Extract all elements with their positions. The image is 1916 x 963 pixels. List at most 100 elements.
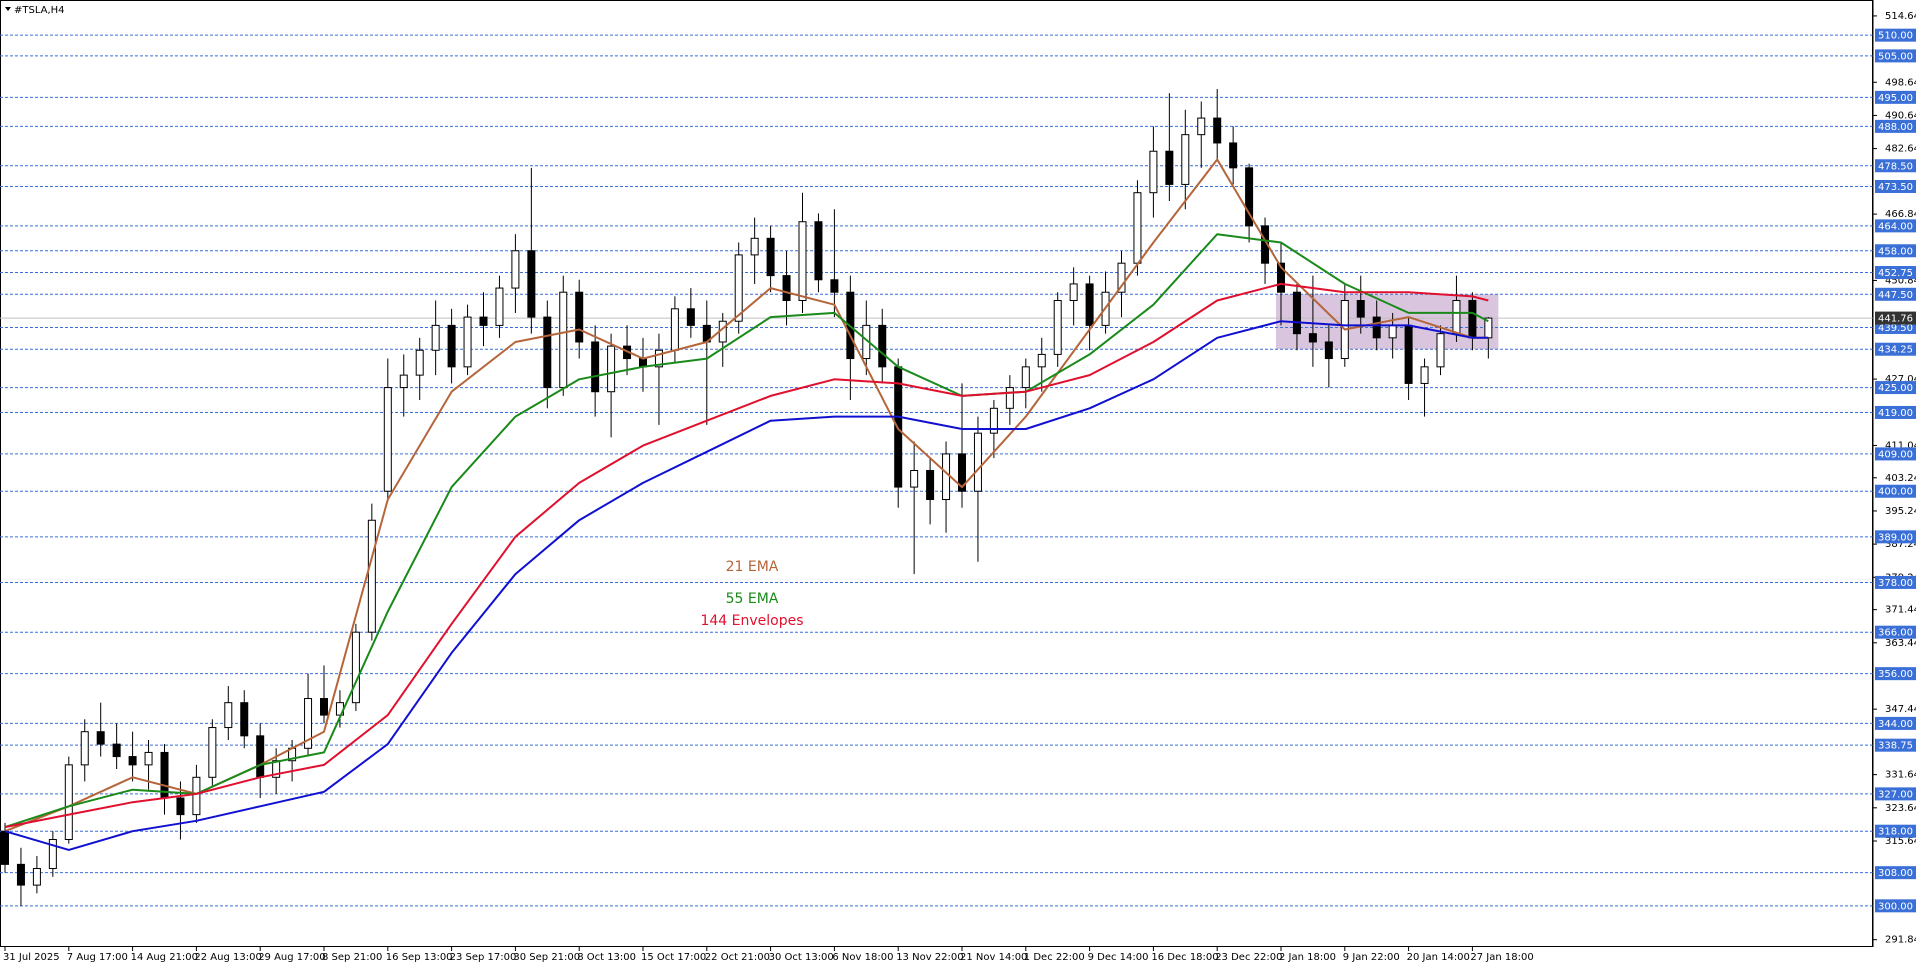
level-label: 473.50 [1878,182,1913,193]
level-label: 488.00 [1878,122,1913,133]
level-label-box [1875,667,1916,681]
candle-body [1085,283,1094,326]
candle-body [1308,333,1317,343]
candle-body [208,727,217,778]
y-tick-label: 466.84 [1885,209,1916,220]
candle-body [1372,316,1381,339]
axis-layer: 514.64 498.64 490.64 482.64 466.84 450.84 427.… [3,0,1916,963]
level-label: 318.00 [1878,827,1913,838]
x-tick-label: 22 Aug 13:00 [194,952,261,963]
x-tick-label: 2 Jan 18:00 [1279,952,1336,963]
candle-body [1213,117,1222,144]
level-label-box [1875,219,1916,233]
level-label: 400.00 [1878,487,1913,498]
candle-body [766,237,775,277]
level-label: 464.00 [1878,221,1913,232]
x-tick-label: 31 Jul 2025 [3,952,60,963]
candle-body [144,751,153,766]
level-label-box [1875,530,1916,544]
x-tick-label: 16 Sep 13:00 [386,952,453,963]
level-label: 356.00 [1878,669,1913,680]
candle-body [910,469,919,488]
candle-body [973,432,982,492]
candle-body [32,868,41,886]
y-tick-label: 315.64 [1885,836,1916,847]
candle-body [1356,300,1365,318]
candle-body [128,756,137,766]
candle-body [64,764,73,840]
x-tick-label: 16 Dec 18:00 [1151,952,1218,963]
level-label: 439.50 [1878,323,1913,334]
candle-body [1197,117,1206,136]
candle-body [16,863,25,886]
candle-body [80,731,89,766]
candle-body [958,453,966,492]
candle-body [1452,300,1461,335]
candle-body [1021,366,1030,389]
candle-body [1292,291,1301,335]
y-tick-label: 347.44 [1885,704,1916,715]
level-label: 366.00 [1878,628,1913,639]
x-tick-label: 27 Jan 18:00 [1470,952,1533,963]
series-annotation: 21 EMA [726,559,779,575]
candle-body [1229,142,1238,169]
y-tick-label: 498.64 [1885,77,1916,88]
x-tick-label: 8 Sep 21:00 [322,952,382,963]
level-label-box [1875,484,1916,498]
candle-body [1133,192,1142,264]
level-label-box [1875,716,1916,730]
candle-body [878,324,887,368]
candle-body [1181,134,1190,185]
y-tick-label: 331.64 [1885,770,1916,781]
level-label: 478.50 [1878,161,1913,172]
x-tick-label: 13 Nov 22:00 [896,952,963,963]
series-annotation: 55 EMA [726,591,779,607]
candle-body [1404,324,1413,384]
levels-layer [0,34,1873,907]
level-label: 308.00 [1878,868,1913,879]
y-tick-label: 411.04 [1885,440,1916,451]
series-annotation: 144 Envelopes [700,613,803,629]
level-label-box [1875,866,1916,880]
candle-body [1468,300,1477,339]
level-label: 389.00 [1878,532,1913,543]
candle-body [1165,150,1174,185]
level-label: 338.75 [1878,741,1913,752]
level-label-box [1875,287,1916,301]
candle-body [782,275,791,302]
candle-body [1005,387,1014,409]
level-label-box [1875,787,1916,801]
level-label: 425.00 [1878,383,1913,394]
y-tick-label: 514.64 [1885,11,1916,22]
candle-body [1037,353,1046,368]
candles-layer [1,89,1493,906]
candle-body [176,797,185,816]
candle-body [798,221,807,302]
candle-body [192,776,201,816]
y-tick-label: 427.04 [1885,374,1916,385]
candle-body [926,469,935,501]
level-label-box [1875,899,1916,913]
ma-line [4,320,1489,851]
level-label-box [1875,159,1916,173]
y-tick-label: 490.64 [1885,110,1916,121]
candle-body [559,291,568,389]
candle-body [591,341,600,393]
candle-body [463,316,472,368]
candle-body [670,308,679,351]
candle-body [1484,317,1493,339]
level-label-box [1875,381,1916,395]
x-tick-label: 29 Aug 17:00 [258,952,325,963]
level-label: 505.00 [1878,51,1913,62]
x-tick-label: 6 Nov 18:00 [832,952,893,963]
level-label-box [1875,28,1916,42]
x-tick-label: 30 Oct 13:00 [769,952,834,963]
y-tick-label: 323.64 [1885,803,1916,814]
y-tick-label: 482.64 [1885,144,1916,155]
x-tick-label: 8 Oct 13:00 [577,952,636,963]
ma-line [4,282,1489,829]
x-tick-label: 15 Oct 17:00 [641,952,706,963]
candle-body [96,731,105,745]
candle-body [1420,366,1429,384]
